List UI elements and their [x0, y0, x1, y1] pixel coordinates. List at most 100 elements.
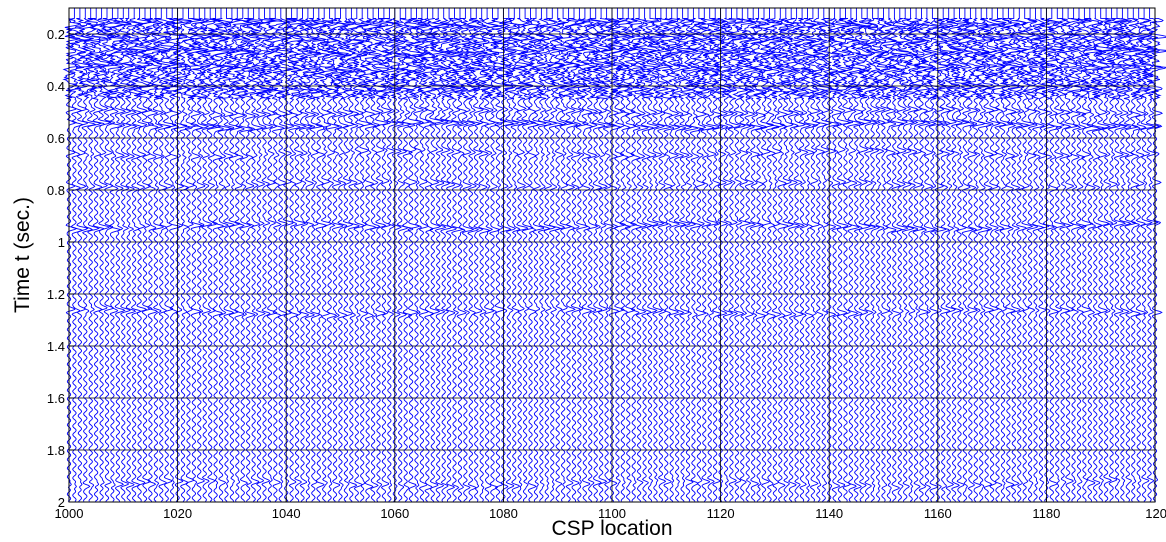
seismic-trace — [78, 8, 98, 502]
seismic-trace — [1115, 8, 1134, 502]
seismic-trace — [1061, 8, 1080, 502]
seismic-trace — [963, 8, 983, 502]
seismic-trace — [144, 8, 163, 502]
seismic-trace — [692, 8, 712, 502]
seismic-trace — [436, 8, 457, 502]
seismic-trace — [615, 8, 636, 502]
seismic-trace — [1125, 8, 1146, 502]
seismic-trace — [747, 8, 766, 502]
seismic-trace — [593, 8, 613, 502]
seismic-trace — [1005, 8, 1029, 502]
seismic-trace — [941, 8, 961, 502]
seismic-trace — [132, 8, 154, 502]
seismic-trace — [171, 8, 192, 502]
seismic-trace — [358, 8, 382, 502]
seismic-trace — [198, 8, 219, 502]
seismic-trace — [268, 8, 289, 502]
x-tick-label: 1000 — [55, 506, 84, 521]
wiggle-traces — [62, 8, 1166, 502]
seismic-trace — [100, 8, 122, 502]
seismic-trace — [636, 8, 658, 502]
seismic-trace — [312, 8, 331, 502]
seismic-trace — [701, 8, 722, 502]
seismic-trace — [68, 8, 87, 502]
seismic-trace — [110, 8, 132, 502]
seismic-trace — [925, 8, 947, 502]
seismic-trace — [768, 8, 788, 502]
seismic-trace — [284, 8, 306, 502]
seismic-trace — [1029, 8, 1048, 502]
seismic-trace — [984, 8, 1007, 502]
seismic-trace — [1081, 8, 1104, 502]
seismic-trace — [491, 8, 512, 502]
seismic-trace — [871, 8, 889, 502]
x-tick-label: 1020 — [163, 506, 192, 521]
y-tick-label: 1 — [58, 235, 65, 250]
seismic-trace — [62, 8, 81, 502]
y-tick-label: 0.2 — [47, 27, 65, 42]
seismic-trace — [775, 8, 794, 502]
seismic-trace — [707, 8, 726, 502]
seismic-trace — [894, 8, 912, 502]
seismic-trace — [452, 8, 474, 502]
seismic-trace — [762, 8, 783, 502]
seismic-trace — [383, 8, 402, 502]
seismic-trace — [512, 8, 533, 502]
seismic-trace — [1093, 8, 1114, 502]
seismic-trace — [485, 8, 505, 502]
seismic-trace — [1072, 8, 1093, 502]
seismic-trace — [458, 8, 478, 502]
seismic-trace — [789, 8, 808, 502]
seismic-trace — [1099, 8, 1118, 502]
seismic-trace — [476, 8, 492, 502]
seismic-trace — [860, 8, 879, 502]
seismic-trace — [778, 8, 798, 502]
seismic-trace — [1138, 8, 1156, 502]
seismic-trace — [388, 8, 408, 502]
seismic-trace — [154, 8, 176, 502]
seismic-trace — [1022, 8, 1042, 502]
seismic-trace — [505, 8, 529, 502]
seismic-trace — [442, 8, 463, 502]
seismic-trace — [523, 8, 545, 502]
y-tick-label: 1.2 — [47, 287, 65, 302]
seismic-trace — [659, 8, 680, 502]
x-tick-label: 120 — [1145, 506, 1166, 521]
x-tick-label: 1160 — [924, 506, 952, 521]
seismic-trace — [414, 8, 436, 502]
seismic-trace — [621, 8, 641, 502]
seismic-trace — [235, 8, 255, 502]
y-tick-label: 1.8 — [47, 443, 65, 458]
seismic-trace — [750, 8, 772, 502]
seismic-trace — [904, 8, 924, 502]
seismic-trace — [1105, 8, 1126, 502]
seismic-trace — [1065, 8, 1086, 502]
seismic-trace — [203, 8, 224, 502]
seismic-trace — [670, 8, 691, 502]
seismic-trace — [545, 8, 567, 502]
seismic-trace — [127, 8, 147, 502]
seismic-trace — [300, 8, 322, 502]
seismic-trace — [263, 8, 283, 502]
x-tick-label: 1040 — [272, 506, 301, 521]
seismic-trace — [115, 8, 137, 502]
seismic-trace — [713, 8, 733, 502]
seismic-trace — [723, 8, 743, 502]
seismic-trace — [991, 8, 1009, 502]
seismic-trace — [968, 8, 990, 502]
y-tick-label: 0.8 — [47, 183, 65, 198]
seismic-trace — [518, 8, 538, 502]
seismic-trace — [913, 8, 934, 502]
seismic-trace — [241, 8, 261, 502]
seismic-trace — [1147, 8, 1166, 502]
seismic-trace — [784, 8, 803, 502]
x-axis-label: CSP location — [551, 517, 672, 540]
x-tick-label: 1060 — [380, 506, 409, 521]
seismic-trace — [675, 8, 697, 502]
seismic-trace — [219, 8, 240, 502]
seismic-trace — [334, 8, 353, 502]
seismic-trace — [408, 8, 429, 502]
seismic-trace — [258, 8, 276, 502]
seismic-trace — [339, 8, 357, 502]
seismic-trace — [539, 8, 560, 502]
